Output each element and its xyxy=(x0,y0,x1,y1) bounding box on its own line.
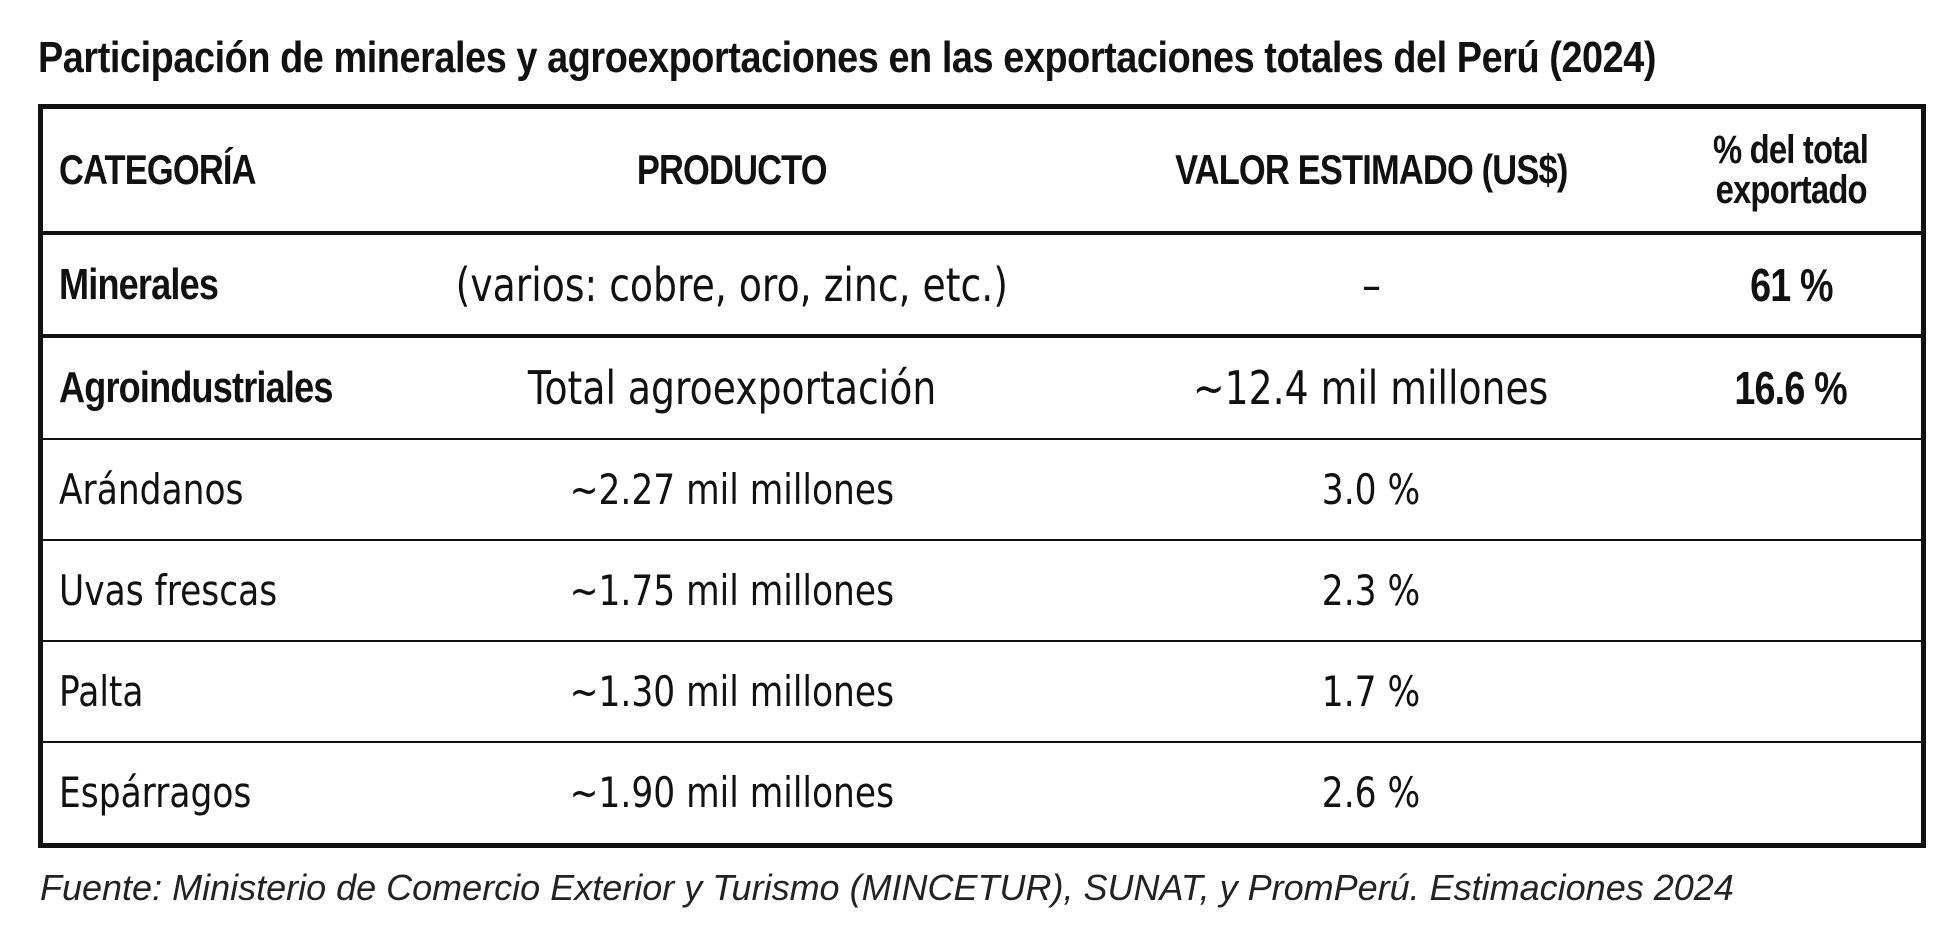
header-valor: VALOR ESTIMADO (US$) xyxy=(1081,109,1661,233)
cell-text: Agroindustriales xyxy=(59,363,333,412)
table-cell-valor: ~12.4 mil millones xyxy=(1081,336,1661,439)
table-cell-valor: – xyxy=(1081,233,1661,336)
source-footnote: Fuente: Ministerio de Comercio Exterior … xyxy=(40,867,1734,908)
header-porcentaje: % del total exportado xyxy=(1661,109,1921,233)
cell-text: 3.0 % xyxy=(1321,464,1421,514)
cell-text: 16.6 % xyxy=(1734,362,1848,414)
cell-text: 2.6 % xyxy=(1321,768,1421,818)
export-table-frame: CATEGORÍA PRODUCTO VALOR ESTIMADO (US$) … xyxy=(38,104,1926,848)
table-cell-categoria: Arándanos xyxy=(43,439,383,540)
table-row-palta: Palta ~1.30 mil millones 1.7 % xyxy=(43,641,1921,742)
cell-text: ~1.30 mil millones xyxy=(569,666,895,716)
table-cell-porcentaje xyxy=(1661,742,1921,843)
cell-text: ~2.27 mil millones xyxy=(569,464,895,514)
table-cell-categoria: Palta xyxy=(43,641,383,742)
table-cell-categoria: Minerales xyxy=(43,233,383,336)
table-cell-valor: 3.0 % xyxy=(1081,439,1661,540)
table-cell-categoria: Espárragos xyxy=(43,742,383,843)
table-cell-producto: Total agroexportación xyxy=(383,336,1081,439)
table-cell-producto: ~2.27 mil millones xyxy=(383,439,1081,540)
cell-text: 1.7 % xyxy=(1321,666,1421,716)
table-cell-porcentaje xyxy=(1661,540,1921,641)
cell-text: (varios: cobre, oro, zinc, etc.) xyxy=(455,257,1009,312)
table-cell-categoria: Agroindustriales xyxy=(43,336,383,439)
header-producto-label: PRODUCTO xyxy=(637,146,828,193)
table-row-esparragos: Espárragos ~1.90 mil millones 2.6 % xyxy=(43,742,1921,843)
table-cell-valor: 2.6 % xyxy=(1081,742,1661,843)
header-porcentaje-line2: exportado xyxy=(1715,168,1867,212)
cell-text: Total agroexportación xyxy=(527,361,937,415)
header-porcentaje-line1: % del total xyxy=(1713,128,1869,172)
table-cell-porcentaje: 61 % xyxy=(1661,233,1921,336)
table-cell-porcentaje xyxy=(1661,641,1921,742)
table-cell-producto: ~1.30 mil millones xyxy=(383,641,1081,742)
cell-text: Espárragos xyxy=(59,768,252,818)
cell-text: ~1.90 mil millones xyxy=(569,768,895,818)
cell-text: Minerales xyxy=(59,259,219,309)
table-cell-producto: ~1.75 mil millones xyxy=(383,540,1081,641)
table-cell-porcentaje xyxy=(1661,439,1921,540)
table-row-uvas-frescas: Uvas frescas ~1.75 mil millones 2.3 % xyxy=(43,540,1921,641)
header-categoria-label: CATEGORÍA xyxy=(59,146,257,193)
header-producto: PRODUCTO xyxy=(383,109,1081,233)
table-row-minerales: Minerales (varios: cobre, oro, zinc, etc… xyxy=(43,233,1921,336)
table-row-agroindustriales: Agroindustriales Total agroexportación ~… xyxy=(43,336,1921,439)
cell-text: ~1.75 mil millones xyxy=(569,565,895,615)
header-row: CATEGORÍA PRODUCTO VALOR ESTIMADO (US$) … xyxy=(43,109,1921,233)
page-title: Participación de minerales y agroexporta… xyxy=(38,33,1657,82)
cell-text: 61 % xyxy=(1749,258,1834,311)
table-cell-valor: 1.7 % xyxy=(1081,641,1661,742)
table-header: CATEGORÍA PRODUCTO VALOR ESTIMADO (US$) … xyxy=(43,109,1921,233)
table-cell-porcentaje: 16.6 % xyxy=(1661,336,1921,439)
cell-text: Arándanos xyxy=(59,464,244,514)
cell-text: – xyxy=(1361,257,1381,312)
table-body: Minerales (varios: cobre, oro, zinc, etc… xyxy=(43,233,1921,843)
table-row-arandanos: Arándanos ~2.27 mil millones 3.0 % xyxy=(43,439,1921,540)
table-cell-producto: ~1.90 mil millones xyxy=(383,742,1081,843)
cell-text: 2.3 % xyxy=(1321,565,1421,615)
cell-text: Uvas frescas xyxy=(59,565,278,615)
header-categoria: CATEGORÍA xyxy=(43,109,383,233)
cell-text: ~12.4 mil millones xyxy=(1193,361,1549,415)
header-valor-label: VALOR ESTIMADO (US$) xyxy=(1174,146,1568,193)
export-table: CATEGORÍA PRODUCTO VALOR ESTIMADO (US$) … xyxy=(43,109,1921,843)
cell-text: Palta xyxy=(59,666,144,716)
table-cell-valor: 2.3 % xyxy=(1081,540,1661,641)
table-cell-categoria: Uvas frescas xyxy=(43,540,383,641)
table-cell-producto: (varios: cobre, oro, zinc, etc.) xyxy=(383,233,1081,336)
